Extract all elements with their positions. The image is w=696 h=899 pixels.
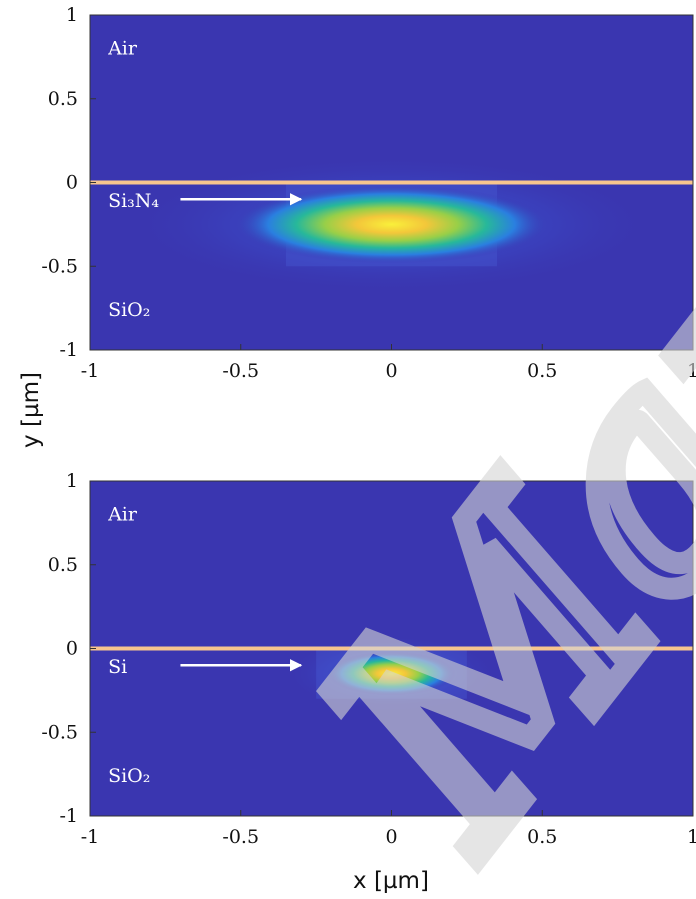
- y-tick-label: 0: [66, 172, 78, 194]
- material-label-1: Si₃N₄: [108, 190, 159, 212]
- x-tick-label: 1: [687, 360, 696, 382]
- material-label-2: SiO₂: [108, 299, 150, 321]
- x-tick-label: -0.5: [222, 826, 259, 848]
- x-tick-label: 0: [385, 826, 397, 848]
- material-label-1: Si: [108, 656, 127, 678]
- material-label-0: Air: [107, 38, 138, 60]
- y-tick-label: 1: [66, 4, 78, 26]
- x-tick-label: -1: [81, 826, 100, 848]
- y-axis-label: y [µm]: [18, 372, 44, 448]
- y-tick-label: 1: [66, 470, 78, 492]
- plot-area: Air Si₃N₄ SiO₂: [90, 15, 693, 350]
- panel-top: Air Si₃N₄ SiO₂ -1 -0.5 0 0.5 1 1 0.5 0 -0.5 -1: [41, 4, 696, 382]
- material-label-2: SiO₂: [108, 765, 150, 787]
- y-tick-label: 0.5: [48, 554, 78, 576]
- plot-area: Air Si SiO₂: [90, 481, 693, 816]
- x-tick-label: 0.5: [527, 360, 557, 382]
- y-tick-label: -1: [59, 339, 78, 361]
- mode-profile: [233, 185, 550, 264]
- material-label-0: Air: [107, 504, 138, 526]
- y-tick-label: 0: [66, 638, 78, 660]
- y-tick-label: -0.5: [41, 721, 78, 743]
- x-tick-label: 0: [385, 360, 397, 382]
- mode-profile: [327, 651, 456, 696]
- x-tick-label: 0.5: [527, 826, 557, 848]
- panel-bottom: Air Si SiO₂ -1 -0.5 0 0.5 1 1 0.5 0 -0.5 -1: [41, 470, 696, 848]
- y-tick-label: -1: [59, 805, 78, 827]
- x-tick-label: -1: [81, 360, 100, 382]
- y-tick-label: 0.5: [48, 88, 78, 110]
- x-tick-label: 1: [687, 826, 696, 848]
- x-axis-label: x [µm]: [353, 868, 429, 894]
- y-tick-label: -0.5: [41, 255, 78, 277]
- x-tick-label: -0.5: [222, 360, 259, 382]
